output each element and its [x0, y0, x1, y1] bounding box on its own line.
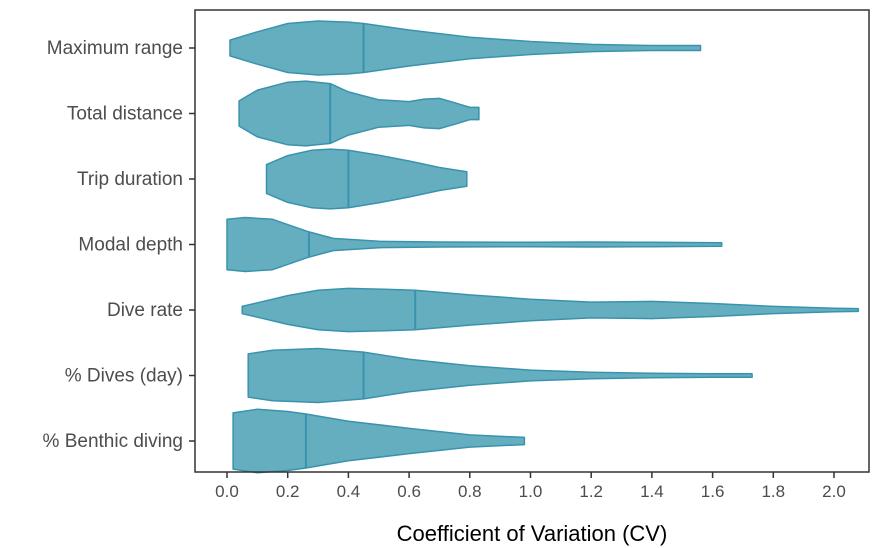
x-tick-label-9: 1.8 [761, 482, 785, 501]
y-tick-label-4: Dive rate [107, 300, 183, 321]
violins-layer [226, 20, 860, 474]
x-tick-label-5: 1.0 [519, 482, 543, 501]
x-tick-label-8: 1.6 [701, 482, 725, 501]
x-tick-label-6: 1.2 [579, 482, 603, 501]
x-axis: 0.0 0.2 0.4 0.6 0.8 1.0 1.2 1.4 1.6 1.8 2.0 [215, 472, 846, 501]
violin-6 [232, 408, 526, 474]
y-tick-label-0: Maximum range [47, 38, 183, 59]
violin-2 [265, 148, 468, 210]
y-tick-label-5: % Dives (day) [65, 366, 183, 387]
violin-3 [226, 216, 723, 273]
x-tick-label-1: 0.2 [276, 482, 300, 501]
x-tick-label-3: 0.6 [397, 482, 421, 501]
x-tick-label-2: 0.4 [337, 482, 361, 501]
x-tick-label-0: 0.0 [215, 482, 239, 501]
violin-5 [247, 347, 753, 404]
y-tick-label-1: Total distance [67, 104, 183, 125]
x-tick-label-7: 1.4 [640, 482, 664, 501]
x-tick-label-10: 2.0 [822, 482, 846, 501]
y-tick-label-2: Trip duration [77, 169, 183, 190]
y-tick-label-6: % Benthic diving [43, 431, 183, 452]
x-axis-title: Coefficient of Variation (CV) [397, 521, 668, 546]
violin-4 [241, 287, 860, 333]
plot-panel-border [194, 9, 870, 473]
x-tick-label-4: 0.8 [458, 482, 482, 501]
y-tick-label-3: Modal depth [78, 235, 183, 256]
y-axis: Maximum range Total distance Trip duration… [43, 38, 195, 452]
violin-1 [238, 80, 480, 147]
violin-0 [229, 20, 702, 76]
